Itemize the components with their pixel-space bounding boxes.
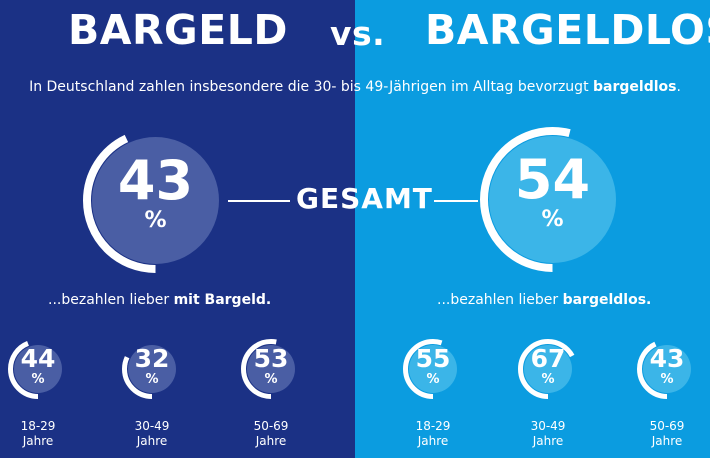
donut-mit-bargeld-age-2-label-unit: Jahre (136, 434, 168, 448)
donut-overall-mit-bargeld: 43% (83, 128, 228, 273)
donut-mit-bargeld-age-2: 32% 30-49 Jahre (122, 339, 182, 448)
donut-bargeldlos-age-1-arc (403, 339, 463, 399)
donut-bargeldlos-age-1-label: 18-29 Jahre (383, 419, 483, 449)
donut-bargeldlos-age-2: 67% 30-49 Jahre (518, 339, 578, 448)
donut-overall-mit-bargeld-arc (83, 128, 228, 273)
donut-mit-bargeld-age-1: 44% 18-29 Jahre (8, 339, 68, 448)
caption-right-bold: bargeldlos. (562, 292, 652, 308)
donut-mit-bargeld-age-3: 53% 50-69 Jahre (241, 339, 301, 448)
donut-overall-bargeldlos-disc (489, 136, 616, 263)
donut-bargeldlos-age-3-value: 43 (649, 344, 685, 373)
headline-bargeld: BARGELD (68, 6, 288, 54)
headline-bargeldlos: BARGELDLOS (425, 6, 710, 54)
donut-overall-mit-bargeld-disc (92, 137, 219, 264)
donut-overall-mit-bargeld-value: 43 (117, 149, 194, 212)
caption-right-text: ...bezahlen lieber (437, 292, 563, 308)
donut-mit-bargeld-age-3-arc (241, 339, 301, 399)
donut-mit-bargeld-age-2-disc (128, 345, 176, 393)
donut-mit-bargeld-age-1-label-unit: Jahre (22, 434, 54, 448)
donut-mit-bargeld-age-3-value: 53 (253, 344, 289, 373)
donut-mit-bargeld-age-3-disc (247, 345, 295, 393)
intro-text-end: . (676, 79, 681, 95)
donut-mit-bargeld-age-2-arc (122, 339, 182, 399)
intro-text: In Deutschland zahlen insbesondere die 3… (0, 78, 710, 96)
donut-bargeldlos-age-1-label-unit: Jahre (417, 434, 449, 448)
donut-bargeldlos-age-2-arc (518, 339, 578, 399)
donut-mit-bargeld-age-3-label-range: 50-69 (253, 419, 289, 433)
intro-text-main: In Deutschland zahlen insbesondere die 3… (29, 79, 594, 95)
intro-text-bold: bargeldlos (593, 79, 677, 95)
donut-bargeldlos-age-2-label-unit: Jahre (532, 434, 564, 448)
donut-overall-bargeldlos-value: 54 (514, 148, 591, 211)
donut-overall-mit-bargeld-graphic (83, 128, 228, 273)
donut-overall-bargeldlos-unit: % (541, 207, 564, 232)
gesamt-label: GESAMT (296, 182, 433, 215)
donut-bargeldlos-age-1-label-range: 18-29 (415, 419, 451, 433)
donut-mit-bargeld-age-1-graphic (8, 339, 68, 399)
donut-bargeldlos-age-1-graphic (403, 339, 463, 399)
donut-overall-bargeldlos: 54% (480, 127, 625, 272)
donut-bargeldlos-age-2-graphic (518, 339, 578, 399)
donut-mit-bargeld-age-2-unit: % (145, 372, 159, 387)
caption-left-bold: mit Bargeld. (173, 292, 272, 308)
donut-mit-bargeld-age-1-unit: % (31, 372, 45, 387)
donut-mit-bargeld-age-2-label: 30-49 Jahre (102, 419, 202, 449)
donut-mit-bargeld-age-3-graphic (241, 339, 301, 399)
donut-bargeldlos-age-2-value: 67 (530, 344, 566, 373)
donut-bargeldlos-age-3-graphic (637, 339, 697, 399)
donut-mit-bargeld-age-2-value: 32 (134, 344, 170, 373)
donut-bargeldlos-age-2-label-range: 30-49 (530, 419, 566, 433)
donut-overall-bargeldlos-graphic (480, 127, 625, 272)
donut-mit-bargeld-age-1-value: 44 (20, 344, 56, 373)
donut-mit-bargeld-age-1-disc (14, 345, 62, 393)
donut-bargeldlos-age-3: 43% 50-69 Jahre (637, 339, 697, 448)
connector-line-right (434, 200, 478, 202)
caption-bargeldlos: ...bezahlen lieber bargeldlos. (437, 291, 651, 309)
donut-bargeldlos-age-1-unit: % (426, 372, 440, 387)
caption-mit-bargeld: ...bezahlen lieber mit Bargeld. (48, 291, 271, 309)
donut-bargeldlos-age-1-value: 55 (415, 344, 451, 373)
donut-mit-bargeld-age-1-label: 18-29 Jahre (0, 419, 88, 449)
headline-vs: vs. (330, 14, 386, 53)
donut-overall-bargeldlos-arc (480, 127, 625, 272)
caption-left-text: ...bezahlen lieber (48, 292, 174, 308)
donut-mit-bargeld-age-1-label-range: 18-29 (20, 419, 56, 433)
donut-bargeldlos-age-3-label: 50-69 Jahre (617, 419, 710, 449)
donut-bargeldlos-age-3-unit: % (660, 372, 674, 387)
donut-mit-bargeld-age-3-unit: % (264, 372, 278, 387)
donut-bargeldlos-age-2-disc (524, 345, 572, 393)
donut-mit-bargeld-age-3-label: 50-69 Jahre (221, 419, 321, 449)
donut-mit-bargeld-age-1-arc (8, 339, 68, 399)
donut-bargeldlos-age-1-disc (409, 345, 457, 393)
connector-line-left (228, 200, 290, 202)
donut-bargeldlos-age-3-label-range: 50-69 (649, 419, 685, 433)
donut-bargeldlos-age-3-label-unit: Jahre (651, 434, 683, 448)
donut-bargeldlos-age-2-label: 30-49 Jahre (498, 419, 598, 449)
donut-overall-mit-bargeld-unit: % (144, 208, 167, 233)
donut-bargeldlos-age-3-arc (637, 339, 697, 399)
donut-mit-bargeld-age-3-label-unit: Jahre (255, 434, 287, 448)
donut-mit-bargeld-age-2-graphic (122, 339, 182, 399)
donut-bargeldlos-age-1: 55% 18-29 Jahre (403, 339, 463, 448)
donut-bargeldlos-age-2-unit: % (541, 372, 555, 387)
donut-mit-bargeld-age-2-label-range: 30-49 (134, 419, 170, 433)
donut-bargeldlos-age-3-disc (643, 345, 691, 393)
